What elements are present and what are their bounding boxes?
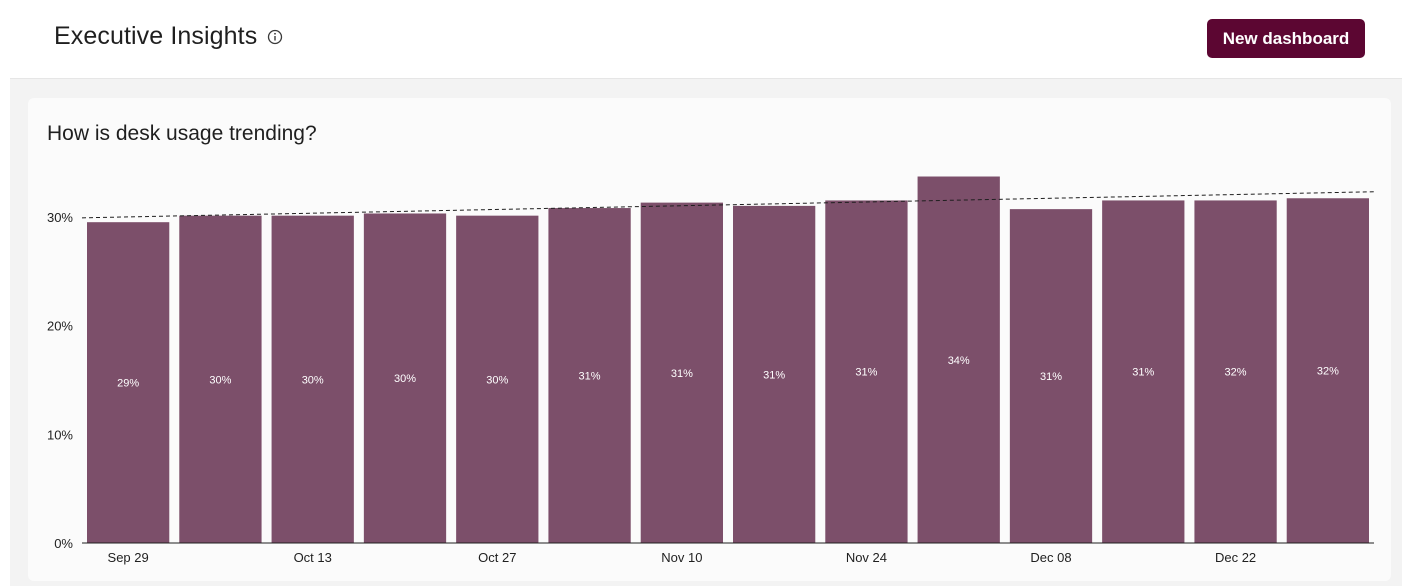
bar-data-label: 32% bbox=[1317, 366, 1339, 378]
left-edge bbox=[0, 0, 10, 586]
x-tick-label: Oct 27 bbox=[478, 550, 516, 565]
bar-data-label: 30% bbox=[486, 374, 508, 386]
bar-data-label: 31% bbox=[763, 369, 785, 381]
bar bbox=[1009, 209, 1093, 543]
y-tick-label: 30% bbox=[47, 210, 73, 225]
new-dashboard-button[interactable]: New dashboard bbox=[1207, 19, 1365, 58]
bar-data-label: 32% bbox=[1225, 367, 1247, 379]
title-group: Executive Insights bbox=[54, 22, 283, 51]
trend-line bbox=[81, 191, 1375, 219]
bar bbox=[548, 208, 631, 544]
desk-usage-chart: 0% 10% 20% 30% 29% 30% 30% 30% 30% 31% 31% 31% 31% 34… bbox=[47, 176, 1375, 565]
x-tick-label: Nov 24 bbox=[846, 550, 887, 565]
x-tick-label: Dec 08 bbox=[1030, 550, 1071, 565]
desk-usage-card: How is desk usage trending? 0% 10% 20% 30% 2… bbox=[28, 98, 1391, 581]
bar bbox=[917, 176, 1000, 543]
x-tick-label: Oct 13 bbox=[294, 550, 332, 565]
bar-data-label: 30% bbox=[302, 374, 324, 386]
bar-data-label: 31% bbox=[855, 367, 877, 379]
bar-data-label: 29% bbox=[117, 378, 139, 390]
bar bbox=[1102, 200, 1185, 543]
x-tick-label: Sep 29 bbox=[108, 550, 149, 565]
bar bbox=[1286, 198, 1369, 543]
bar-data-label: 30% bbox=[394, 373, 416, 385]
bar-data-label: 31% bbox=[579, 371, 601, 383]
y-tick-label: 10% bbox=[47, 427, 73, 442]
page-title: Executive Insights bbox=[54, 22, 258, 50]
bar bbox=[733, 205, 816, 543]
bar bbox=[825, 200, 908, 543]
bar-data-label: 31% bbox=[671, 368, 693, 380]
bar-data-label: 31% bbox=[1132, 367, 1154, 379]
y-tick-label: 0% bbox=[54, 536, 73, 551]
bar bbox=[640, 202, 723, 544]
bar bbox=[1194, 200, 1277, 543]
card-title: How is desk usage trending? bbox=[47, 122, 317, 145]
bar-data-label: 30% bbox=[209, 374, 231, 386]
bar bbox=[87, 222, 170, 543]
bar-data-label: 34% bbox=[948, 355, 970, 367]
x-tick-label: Nov 10 bbox=[661, 550, 702, 565]
bar bbox=[179, 215, 262, 543]
bar bbox=[271, 215, 354, 543]
page-header: Executive Insights New dashboard bbox=[10, 0, 1402, 79]
bar bbox=[363, 213, 447, 544]
y-tick-label: 20% bbox=[47, 319, 73, 334]
bar-data-label: 31% bbox=[1040, 371, 1062, 383]
x-tick-label: Dec 22 bbox=[1215, 550, 1256, 565]
bar bbox=[456, 215, 539, 543]
info-circle-icon[interactable] bbox=[267, 29, 283, 45]
